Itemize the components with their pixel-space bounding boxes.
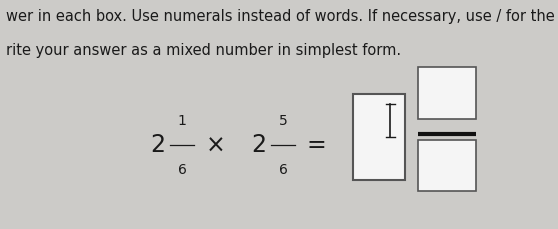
Text: 6: 6 bbox=[178, 163, 186, 177]
FancyBboxPatch shape bbox=[418, 140, 476, 191]
Text: 2: 2 bbox=[151, 133, 166, 157]
Text: 6: 6 bbox=[279, 163, 288, 177]
Text: 2: 2 bbox=[252, 133, 267, 157]
FancyBboxPatch shape bbox=[418, 67, 476, 119]
FancyBboxPatch shape bbox=[353, 94, 405, 180]
Text: 5: 5 bbox=[279, 114, 288, 128]
Text: =: = bbox=[306, 133, 326, 157]
Text: wer in each box. Use numerals instead of words. If necessary, use / for the frac: wer in each box. Use numerals instead of… bbox=[6, 9, 558, 24]
Text: rite your answer as a mixed number in simplest form.: rite your answer as a mixed number in si… bbox=[6, 43, 401, 58]
Text: ×: × bbox=[206, 133, 226, 157]
Text: 1: 1 bbox=[178, 114, 186, 128]
